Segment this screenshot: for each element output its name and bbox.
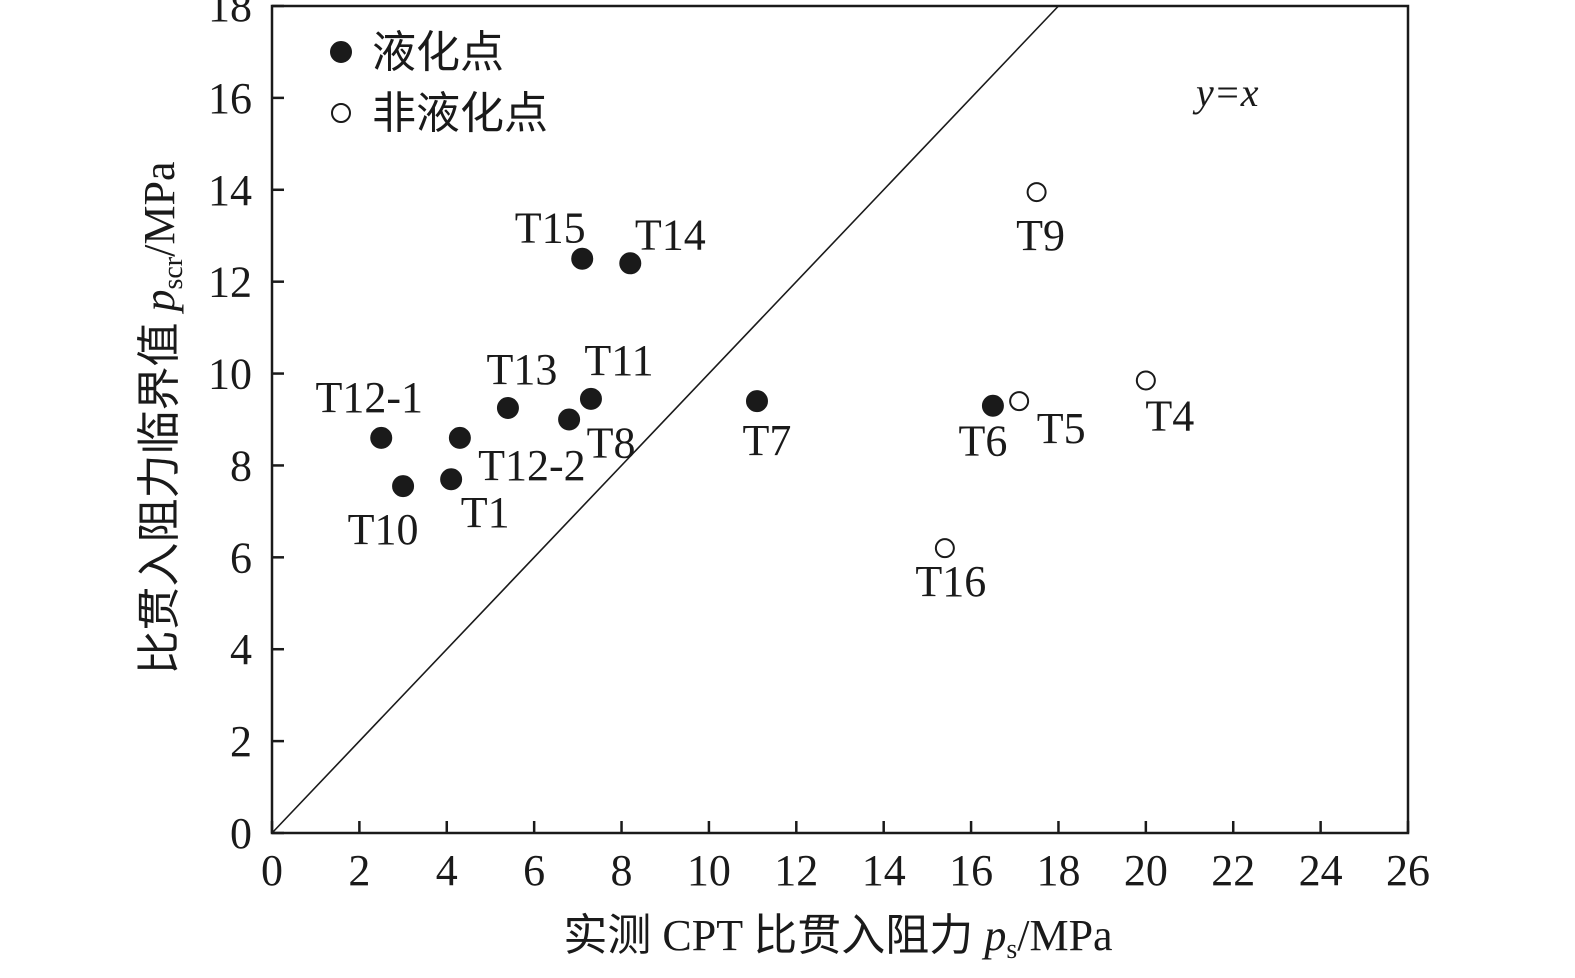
reference-line-label: y=x	[1192, 70, 1259, 115]
point-label-T6: T6	[958, 417, 1007, 466]
legend-marker-non-liquefied	[331, 103, 351, 123]
y-tick-label: 8	[230, 441, 252, 490]
point-label-T1: T1	[461, 488, 510, 537]
x-tick-label: 12	[774, 846, 818, 895]
liquefied-point-T7	[745, 390, 768, 413]
liquefied-point-T12-2	[448, 426, 471, 449]
y-tick-label: 14	[208, 166, 252, 215]
y-tick-label: 16	[208, 74, 252, 123]
reference-line-layer	[271, 5, 1060, 834]
x-tick-label: 20	[1124, 846, 1168, 895]
liquefied-point-T14	[619, 252, 642, 275]
x-tick-label: 8	[611, 846, 633, 895]
x-tick-label: 18	[1036, 846, 1080, 895]
x-tick-label: 4	[436, 846, 458, 895]
liquefied-point-T13	[496, 397, 519, 420]
x-tick-label: 22	[1211, 846, 1255, 895]
point-label-T15: T15	[515, 204, 586, 253]
point-label-T12-2: T12-2	[478, 441, 586, 490]
point-label-T12-1: T12-1	[315, 373, 423, 422]
legend-label-liquefied: 液化点	[372, 28, 504, 77]
point-label-T7: T7	[743, 416, 792, 465]
points-layer	[370, 182, 1156, 559]
liquefied-point-T1	[440, 468, 463, 491]
point-labels-layer: T1 T6 T7 T8 T10 T11 T12-1 T12-2 T13 T14 T15 T4 T5 T9 T…	[315, 204, 1194, 606]
liquefied-point-T6	[981, 394, 1004, 417]
point-label-T4: T4	[1145, 391, 1194, 440]
liquefied-point-T8	[558, 408, 581, 431]
point-label-T10: T10	[348, 505, 419, 554]
point-label-T11: T11	[584, 336, 653, 385]
liquefied-point-T15	[571, 247, 594, 270]
legend-marker-liquefied	[330, 41, 352, 63]
x-tick-label: 10	[687, 846, 731, 895]
point-label-T8: T8	[587, 419, 636, 468]
plot-frame	[270, 4, 1410, 835]
point-label-T9: T9	[1016, 211, 1065, 260]
non-liquefied-point-T9	[1026, 182, 1047, 203]
y-tick-label: 0	[230, 809, 252, 858]
non-liquefied-point-T4	[1135, 370, 1156, 391]
y-axis-title: 比贯入阻力临界值 pscr/MPa	[135, 161, 189, 674]
x-tick-label: 26	[1386, 846, 1430, 895]
y-tick-label: 6	[230, 533, 252, 582]
reference-line-y-eq-x	[271, 5, 1060, 834]
point-label-T13: T13	[486, 345, 557, 394]
y-tick-label: 12	[208, 258, 252, 307]
legend-label-non-liquefied: 非液化点	[372, 89, 548, 138]
point-label-T14: T14	[635, 210, 706, 259]
liquefied-point-T10	[392, 475, 415, 498]
point-label-T5: T5	[1037, 404, 1086, 453]
liquefied-point-T11	[579, 387, 602, 410]
y-tick-label: 10	[208, 350, 252, 399]
x-tick-label: 24	[1299, 846, 1343, 895]
x-tick-label: 2	[348, 846, 370, 895]
x-tick-label: 16	[949, 846, 993, 895]
point-label-T16: T16	[915, 557, 986, 606]
x-tick-label: 14	[862, 846, 906, 895]
x-tick-label: 6	[523, 846, 545, 895]
liquefied-point-T12-1	[370, 426, 393, 449]
x-axis-title: 实测 CPT 比贯入阻力 ps/MPa	[563, 911, 1112, 965]
y-tick-label: 18	[208, 0, 252, 31]
y-tick-label: 4	[230, 625, 252, 674]
non-liquefied-point-T5	[1009, 391, 1030, 412]
non-liquefied-point-T16	[934, 538, 955, 559]
y-tick-label: 2	[230, 717, 252, 766]
x-tick-label: 0	[261, 846, 283, 895]
